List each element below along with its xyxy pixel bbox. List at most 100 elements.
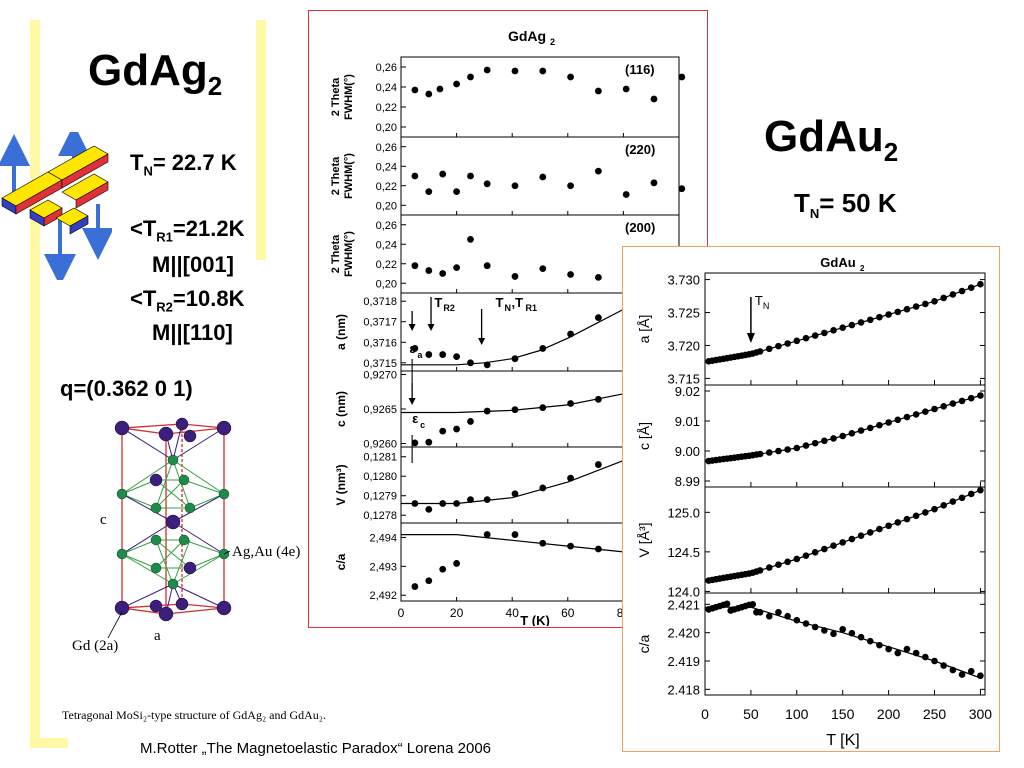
annotation-tn-sub: N xyxy=(505,303,512,313)
y-axis-label: c/a xyxy=(636,634,652,653)
data-point xyxy=(749,601,757,608)
data-point xyxy=(912,303,920,310)
gdag2-tr1-direction: M||[001] xyxy=(152,252,234,277)
data-point xyxy=(866,424,874,432)
data-point xyxy=(567,330,574,338)
x-axis-label: T [K] xyxy=(826,732,860,749)
data-point xyxy=(453,353,460,361)
data-point xyxy=(511,67,519,75)
data-point xyxy=(811,549,819,556)
data-point xyxy=(411,172,419,180)
data-point xyxy=(802,620,810,627)
data-point xyxy=(723,600,731,608)
title-gdau2-text: GdAu xyxy=(764,112,884,161)
data-point xyxy=(912,512,920,520)
annotation-tn2-sub: R1 xyxy=(526,303,538,313)
data-point xyxy=(830,327,837,334)
annotation-eps-c-sub: c xyxy=(420,420,425,430)
data-point xyxy=(756,608,764,616)
data-point xyxy=(821,627,828,634)
decor-bar-bottom-left xyxy=(30,738,68,748)
data-point xyxy=(539,484,547,492)
data-point xyxy=(483,262,491,270)
y-axis-label: 2 Theta xyxy=(330,156,342,195)
data-point xyxy=(567,400,574,407)
data-point xyxy=(949,400,957,407)
data-point xyxy=(958,287,966,295)
data-point xyxy=(802,334,810,342)
data-point xyxy=(775,608,782,616)
data-point xyxy=(594,314,602,322)
annotation-eps-c: ε xyxy=(412,411,418,426)
crystal-structure-diagram: c a Ag,Au (4e) Gd (2a) xyxy=(72,417,300,654)
data-point xyxy=(756,567,764,574)
data-point xyxy=(511,355,519,363)
gdag2-tr1-text: <TR1=21.2K xyxy=(130,216,245,245)
struct-label-gd: Gd (2a) xyxy=(72,638,118,654)
reflection-label: (200) xyxy=(625,220,655,235)
data-point xyxy=(411,500,419,507)
arrow-tr2-head xyxy=(427,324,435,331)
data-point xyxy=(567,542,574,550)
data-point xyxy=(857,532,865,540)
data-point xyxy=(453,560,460,567)
data-point xyxy=(411,345,419,352)
data-point xyxy=(567,474,574,482)
y-tick-label: 3.725 xyxy=(667,306,700,321)
data-point xyxy=(811,439,819,447)
data-point xyxy=(425,351,433,358)
data-point xyxy=(940,502,947,509)
x-tick-label: 150 xyxy=(831,706,855,722)
data-point xyxy=(821,437,828,445)
gdau2-chart-frame: GdAu 2 3.715 3.720 3.725 3.730 a [Å] 8.99 9.00 9.… xyxy=(622,246,1000,752)
gdau2-chart: GdAu 2 3.715 3.720 3.725 3.730 a [Å] 8.99 9.00 9.… xyxy=(636,255,992,749)
data-point xyxy=(839,432,847,440)
chart-title-sub: 2 xyxy=(550,37,555,47)
data-point xyxy=(453,264,460,272)
data-point xyxy=(425,90,433,98)
data-point xyxy=(894,308,902,316)
data-point xyxy=(912,649,920,657)
data-point xyxy=(793,555,801,563)
data-point xyxy=(912,411,920,418)
data-point xyxy=(894,649,902,657)
title-gdag2-text: GdAg xyxy=(88,46,208,95)
data-point xyxy=(539,67,547,75)
y-tick-label: 0,9265 xyxy=(363,404,397,416)
x-tick-label: 50 xyxy=(743,706,759,722)
data-point xyxy=(439,427,447,435)
magnetic-structure-icon xyxy=(0,132,112,280)
annotation-eps-a-sub: a xyxy=(417,350,423,360)
x-tick-label: 20 xyxy=(450,606,464,620)
data-point xyxy=(594,167,602,175)
y-tick-label: 9.01 xyxy=(675,414,700,429)
annotation-tr2: T xyxy=(434,295,442,310)
y-tick-label: 0,24 xyxy=(376,161,397,173)
data-point xyxy=(453,80,460,88)
fit-curve xyxy=(705,606,981,679)
y-axis-label: c [Å] xyxy=(636,422,652,450)
y-tick-label: 124.0 xyxy=(667,584,700,599)
y-tick-label: 2.421 xyxy=(667,597,700,612)
y-tick-label: 0,3715 xyxy=(363,358,397,370)
data-point xyxy=(922,408,929,415)
gdag2-tr2-text: <TR2=10.8K xyxy=(130,286,245,315)
propagation-vector: q=(0.362 0 1) xyxy=(60,376,193,401)
data-point xyxy=(793,616,801,624)
data-point xyxy=(467,359,474,367)
y-axis-label: a (nm) xyxy=(334,314,348,350)
data-point xyxy=(483,180,491,188)
data-point xyxy=(922,653,929,661)
panel-frame xyxy=(704,592,986,696)
y-tick-label: 0,22 xyxy=(376,181,397,193)
data-point xyxy=(922,300,929,308)
data-point xyxy=(511,531,519,538)
footer-citation: M.Rotter „The Magnetoelastic Paradox“ Lo… xyxy=(140,740,492,757)
struct-label-a: a xyxy=(154,628,161,644)
fit-curve xyxy=(401,460,624,505)
data-point xyxy=(775,447,782,455)
data-point xyxy=(467,496,474,504)
data-point xyxy=(483,496,491,504)
data-point xyxy=(839,539,847,546)
data-point xyxy=(539,265,547,273)
